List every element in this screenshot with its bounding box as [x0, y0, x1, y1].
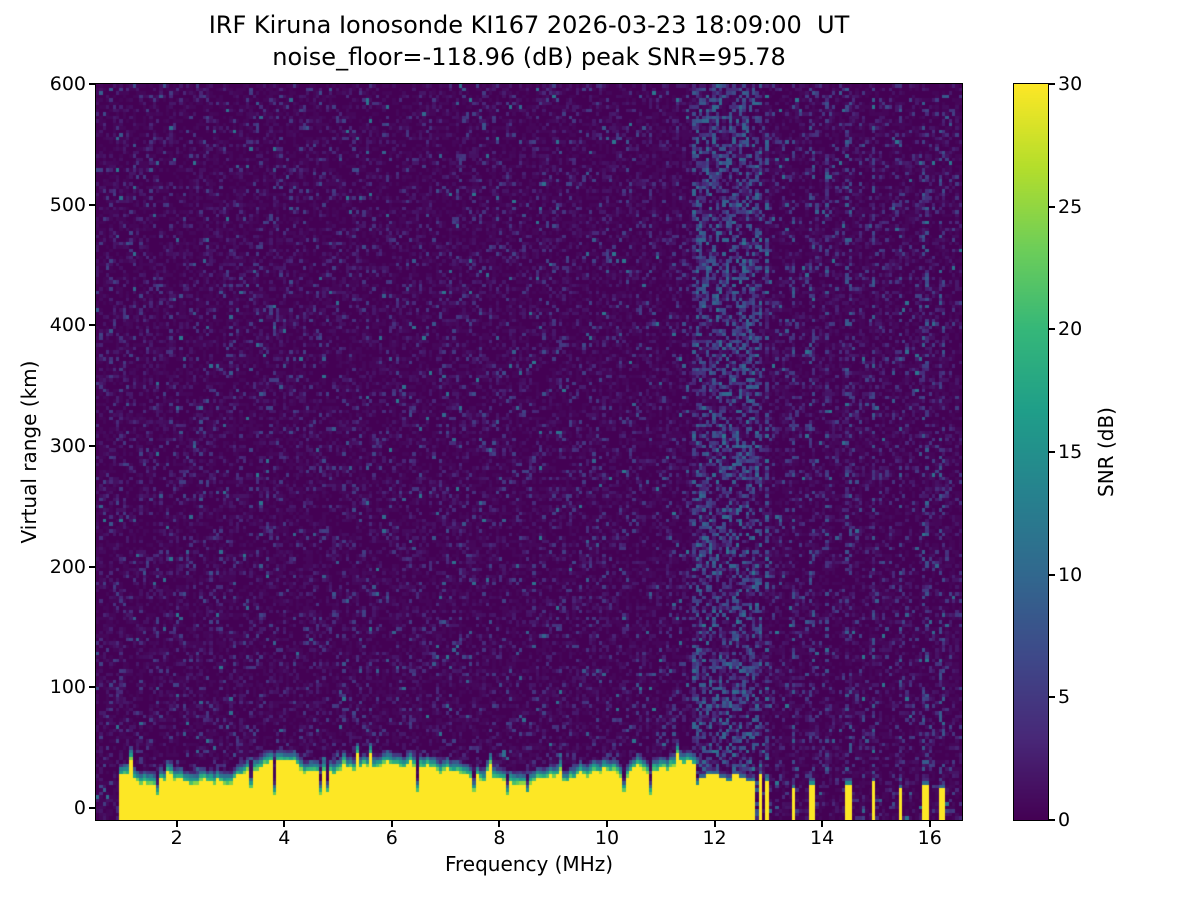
colorbar-tick-mark: [1049, 83, 1055, 85]
x-tick-mark: [498, 821, 501, 827]
x-tick-mark: [605, 821, 608, 827]
colorbar-tick-mark: [1049, 205, 1055, 208]
y-tick-label: 0: [73, 796, 86, 819]
x-tick-mark: [175, 821, 178, 827]
y-tick-label: 300: [49, 434, 86, 457]
x-tick-label: 4: [278, 827, 291, 849]
plot-area: [95, 83, 963, 821]
colorbar-tick-label: 15: [1058, 441, 1083, 463]
y-tick-mark: [89, 686, 95, 689]
colorbar-tick-label: 5: [1058, 686, 1071, 709]
colorbar-tick-label: 10: [1058, 563, 1083, 586]
colorbar-tick-label: 30: [1058, 73, 1083, 95]
y-tick-label: 600: [49, 73, 86, 95]
x-tick-label: 2: [170, 827, 183, 849]
colorbar: [1013, 83, 1049, 821]
colorbar-tick-mark: [1049, 696, 1055, 699]
x-tick-label: 14: [810, 827, 835, 849]
x-tick-mark: [390, 821, 393, 827]
x-tick-mark: [821, 821, 824, 827]
ionogram-heatmap-canvas: [96, 84, 962, 820]
y-tick-mark: [89, 565, 95, 568]
y-tick-mark: [89, 83, 95, 85]
chart-title: IRF Kiruna Ionosonde KI167 2026-03-23 18…: [208, 11, 850, 39]
y-tick-mark: [89, 806, 95, 809]
x-tick-mark: [713, 821, 716, 827]
colorbar-tick-mark: [1049, 451, 1055, 453]
x-axis-label: Frequency (MHz): [444, 852, 614, 876]
colorbar-tick-mark: [1049, 328, 1055, 331]
colorbar-tick-mark: [1049, 573, 1055, 576]
colorbar-gradient-canvas: [1014, 84, 1048, 820]
y-tick-mark: [89, 324, 95, 327]
y-tick-label: 400: [49, 314, 86, 337]
x-tick-mark: [928, 821, 931, 827]
colorbar-tick-mark: [1049, 819, 1055, 821]
y-tick-mark: [89, 444, 95, 447]
chart-subtitle: noise_floor=-118.96 (dB) peak SNR=95.78: [272, 43, 786, 71]
colorbar-tick-label: 0: [1058, 809, 1071, 831]
colorbar-tick-label: 25: [1058, 195, 1083, 218]
colorbar-tick-label: 20: [1058, 318, 1083, 341]
x-tick-label: 6: [385, 827, 398, 849]
y-tick-mark: [89, 203, 95, 206]
x-tick-label: 10: [594, 827, 620, 849]
x-tick-mark: [283, 821, 286, 827]
x-tick-label: 16: [917, 827, 942, 849]
y-tick-label: 500: [49, 193, 86, 216]
x-tick-label: 12: [702, 827, 727, 849]
y-tick-label: 200: [49, 555, 86, 578]
x-tick-label: 8: [493, 827, 506, 849]
y-tick-label: 100: [49, 676, 86, 699]
